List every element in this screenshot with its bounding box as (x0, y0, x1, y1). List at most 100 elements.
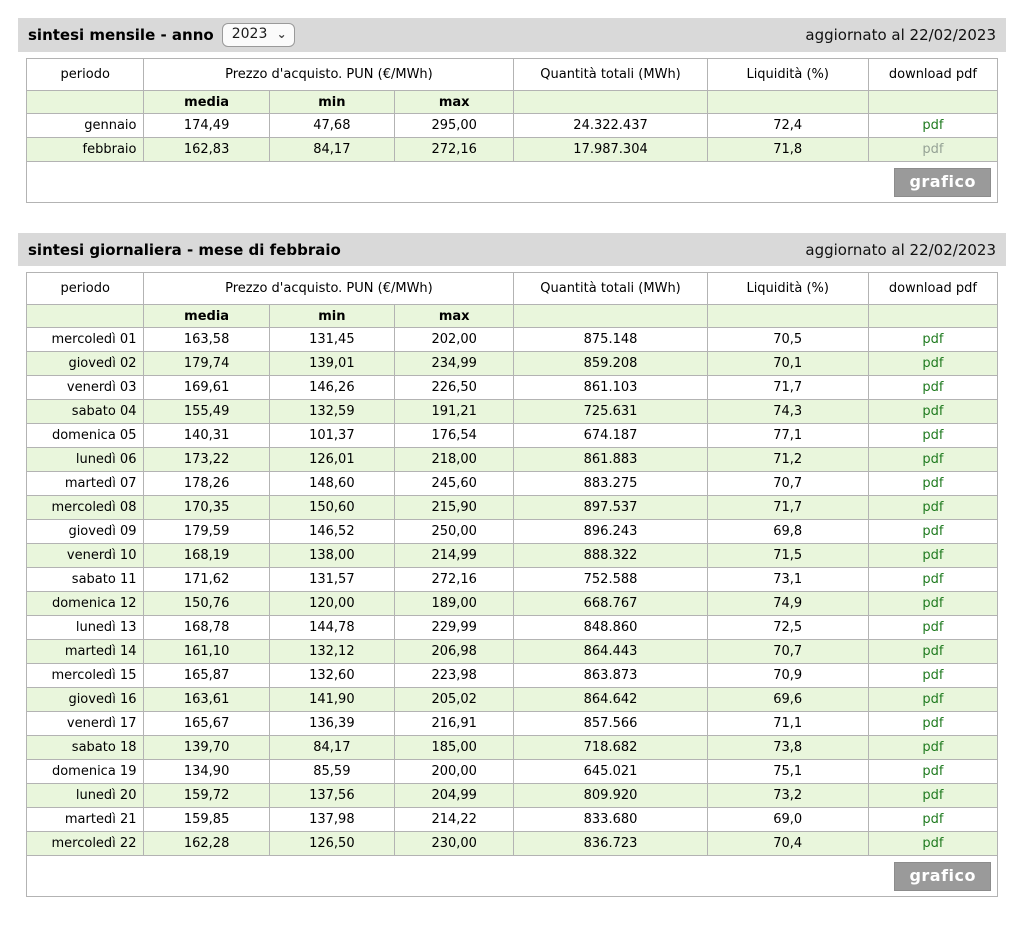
pdf-link[interactable]: pdf (922, 716, 944, 731)
media-cell: 163,61 (143, 687, 270, 712)
subcol-empty (25, 304, 145, 328)
pdf-cell: pdf (867, 137, 999, 162)
min-cell: 144,78 (268, 615, 395, 640)
pdf-link[interactable]: pdf (922, 548, 944, 563)
table-row: sabato 11 171,62 131,57 272,16 752.588 7… (25, 567, 999, 592)
pdf-link[interactable]: pdf (922, 572, 944, 587)
table-row: mercoledì 01 163,58 131,45 202,00 875.14… (25, 327, 999, 352)
periodo-cell: domenica 05 (25, 423, 145, 448)
pdf-link[interactable]: pdf (922, 740, 944, 755)
media-cell: 161,10 (143, 639, 270, 664)
media-cell: 174,49 (143, 113, 270, 138)
periodo-cell: giovedì 09 (25, 519, 145, 544)
pdf-link[interactable]: pdf (922, 620, 944, 635)
min-cell: 132,60 (268, 663, 395, 688)
pdf-cell: pdf (867, 687, 999, 712)
periodo-cell: giovedì 02 (25, 351, 145, 376)
pdf-link[interactable]: pdf (922, 332, 944, 347)
pdf-link[interactable]: pdf (922, 836, 944, 851)
pdf-link[interactable]: pdf (922, 452, 944, 467)
pdf-link[interactable]: pdf (922, 356, 944, 371)
monthly-updated-label: aggiornato al 22/02/2023 (805, 26, 996, 44)
pdf-cell: pdf (867, 663, 999, 688)
subcol-empty (513, 304, 708, 328)
pdf-link[interactable]: pdf (922, 118, 944, 133)
media-cell: 178,26 (143, 471, 270, 496)
periodo-cell: sabato 11 (25, 567, 145, 592)
pdf-link[interactable]: pdf (922, 596, 944, 611)
quantita-cell: 718.682 (513, 735, 708, 760)
min-cell: 84,17 (268, 137, 395, 162)
periodo-cell: sabato 04 (25, 399, 145, 424)
liquidita-cell: 73,1 (706, 567, 869, 592)
subcol-min: min (268, 90, 395, 114)
quantita-cell: 863.873 (513, 663, 708, 688)
table-row: mercoledì 08 170,35 150,60 215,90 897.53… (25, 495, 999, 520)
liquidita-cell: 71,5 (706, 543, 869, 568)
pdf-link[interactable]: pdf (922, 644, 944, 659)
pdf-link[interactable]: pdf (922, 524, 944, 539)
subcol-empty (867, 304, 999, 328)
pdf-cell: pdf (867, 783, 999, 808)
pdf-cell: pdf (867, 831, 999, 856)
media-cell: 173,22 (143, 447, 270, 472)
pdf-link[interactable]: pdf (922, 476, 944, 491)
table-row: martedì 07 178,26 148,60 245,60 883.275 … (25, 471, 999, 496)
max-cell: 226,50 (393, 375, 515, 400)
table-row: febbraio 162,83 84,17 272,16 17.987.304 … (25, 137, 999, 162)
min-cell: 101,37 (268, 423, 395, 448)
pdf-link[interactable]: pdf (922, 692, 944, 707)
liquidita-cell: 72,5 (706, 615, 869, 640)
table-row: venerdì 10 168,19 138,00 214,99 888.322 … (25, 543, 999, 568)
pdf-link[interactable]: pdf (922, 380, 944, 395)
media-cell: 139,70 (143, 735, 270, 760)
max-cell: 216,91 (393, 711, 515, 736)
max-cell: 230,00 (393, 831, 515, 856)
pdf-link[interactable]: pdf (922, 764, 944, 779)
min-cell: 120,00 (268, 591, 395, 616)
year-select[interactable]: 2023 (221, 23, 295, 47)
subcol-max: max (393, 90, 515, 114)
periodo-cell: lunedì 13 (25, 615, 145, 640)
grafico-button[interactable]: grafico (894, 167, 991, 197)
pdf-cell: pdf (867, 423, 999, 448)
quantita-cell: 833.680 (513, 807, 708, 832)
quantita-cell: 645.021 (513, 759, 708, 784)
quantita-cell: 17.987.304 (513, 137, 708, 162)
pdf-cell: pdf (867, 113, 999, 138)
min-cell: 137,98 (268, 807, 395, 832)
daily-updated-label: aggiornato al 22/02/2023 (805, 240, 996, 259)
monthly-titlebar: sintesi mensile - anno 2023 ⌄ aggiornato… (18, 18, 1006, 52)
col-download: download pdf (867, 272, 999, 305)
pdf-link[interactable]: pdf (922, 142, 944, 157)
subheader-row: media min max (25, 90, 999, 114)
max-cell: 234,99 (393, 351, 515, 376)
max-cell: 215,90 (393, 495, 515, 520)
pdf-link[interactable]: pdf (922, 500, 944, 515)
grafico-button[interactable]: grafico (894, 861, 991, 891)
table-row: lunedì 20 159,72 137,56 204,99 809.920 7… (25, 783, 999, 808)
quantita-cell: 857.566 (513, 711, 708, 736)
periodo-cell: domenica 19 (25, 759, 145, 784)
table-row: domenica 05 140,31 101,37 176,54 674.187… (25, 423, 999, 448)
liquidita-cell: 75,1 (706, 759, 869, 784)
quantita-cell: 725.631 (513, 399, 708, 424)
daily-titlebar: sintesi giornaliera - mese di febbraio a… (18, 233, 1006, 266)
col-periodo: periodo (25, 272, 145, 305)
col-periodo: periodo (25, 58, 145, 91)
pdf-link[interactable]: pdf (922, 404, 944, 419)
pdf-link[interactable]: pdf (922, 668, 944, 683)
pdf-link[interactable]: pdf (922, 428, 944, 443)
table-row: sabato 04 155,49 132,59 191,21 725.631 7… (25, 399, 999, 424)
quantita-cell: 888.322 (513, 543, 708, 568)
media-cell: 171,62 (143, 567, 270, 592)
pdf-link[interactable]: pdf (922, 788, 944, 803)
pdf-link[interactable]: pdf (922, 812, 944, 827)
periodo-cell: martedì 14 (25, 639, 145, 664)
periodo-cell: mercoledì 01 (25, 327, 145, 352)
col-download: download pdf (867, 58, 999, 91)
media-cell: 179,74 (143, 351, 270, 376)
subcol-empty (867, 90, 999, 114)
min-cell: 139,01 (268, 351, 395, 376)
quantita-cell: 24.322.437 (513, 113, 708, 138)
